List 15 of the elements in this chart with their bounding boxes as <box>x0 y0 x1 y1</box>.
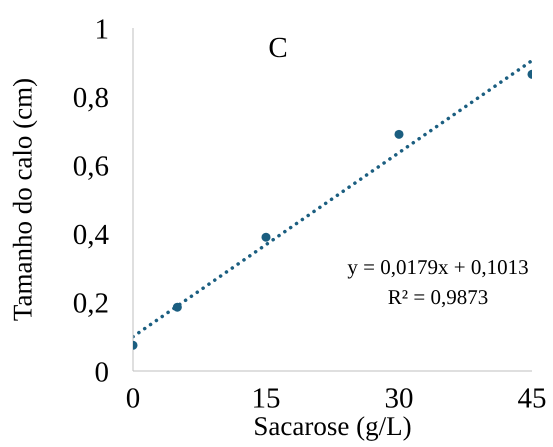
point <box>261 232 271 242</box>
y-tick-label: 0,6 <box>72 150 109 182</box>
y-tick-label: 0 <box>94 356 109 388</box>
y-tick-label: 0,4 <box>72 219 110 252</box>
y-tick-label: 0,2 <box>72 288 109 320</box>
y-tick-label: 0,8 <box>72 82 109 114</box>
annotation: R² = 0,9873 <box>386 284 490 311</box>
x-tick-label: 45 <box>518 382 546 415</box>
annotation: y = 0,0179x + 0,1013 <box>346 254 530 281</box>
chart-title: C <box>267 32 289 65</box>
point <box>172 302 182 312</box>
y-tick-label: 1 <box>94 13 109 46</box>
x-tick-label: 0 <box>126 382 140 415</box>
y-axis-title: Tamanho do calo (cm) <box>8 78 38 322</box>
point <box>394 130 404 139</box>
